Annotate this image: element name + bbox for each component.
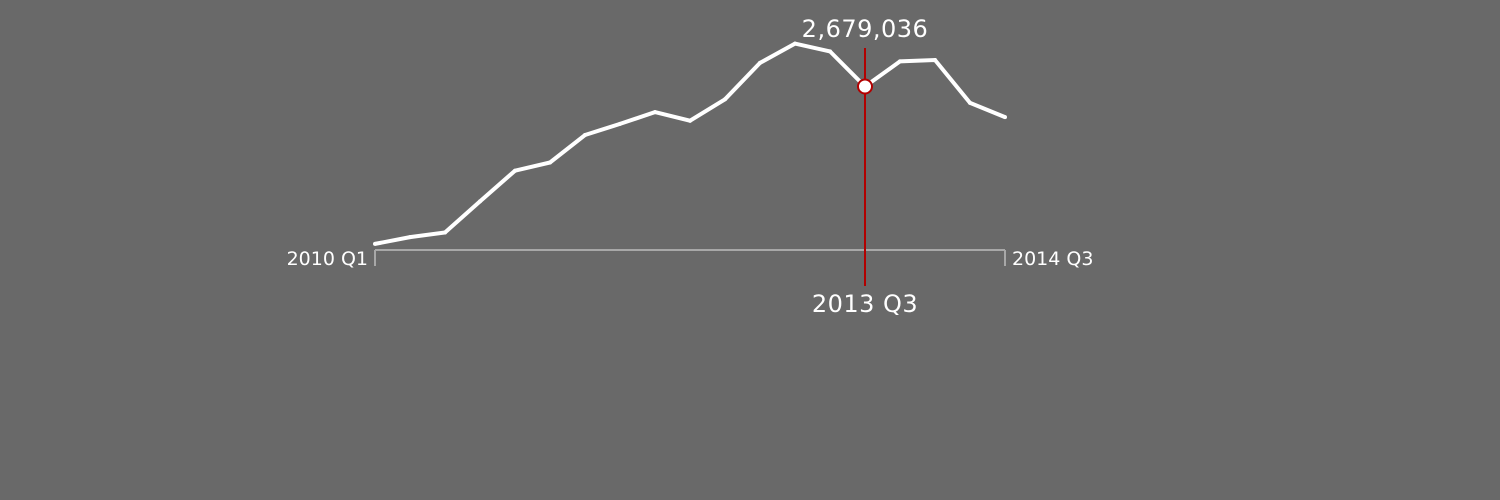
series-line [374,41,1006,246]
data-points [373,41,1007,246]
data-point [968,100,972,105]
highlight-category-label: 2013 Q3 [812,290,918,318]
data-point [373,241,377,246]
data-point [583,133,587,137]
highlight-data-point[interactable] [857,78,873,95]
data-point [478,199,482,204]
data-point [898,59,902,64]
data-point [1003,115,1007,120]
data-point [758,60,762,65]
x-axis-end-label: 2014 Q3 [1012,248,1093,270]
x-axis: 2010 Q1 2014 Q3 [287,248,1094,270]
highlight-value-label: 2,679,036 [802,15,929,43]
data-point [548,160,552,165]
data-point [723,97,727,102]
data-point [408,235,412,240]
data-point [688,118,692,123]
data-point [513,168,517,173]
data-point [653,110,657,115]
x-axis-start-label: 2010 Q1 [287,248,368,270]
data-point [443,230,447,235]
data-point [828,49,832,54]
data-point [793,41,797,46]
data-point [933,58,937,62]
data-point [618,121,622,126]
